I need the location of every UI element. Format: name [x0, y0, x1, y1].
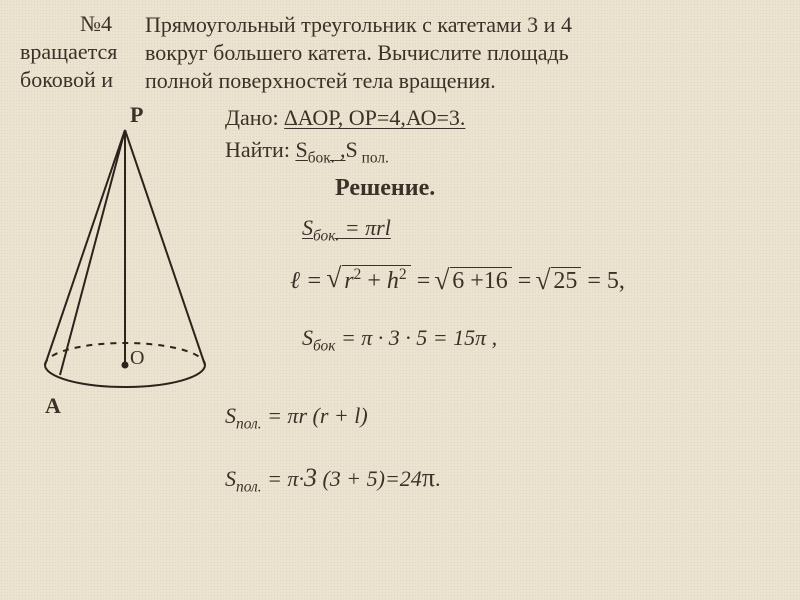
cone-left-edge: [45, 130, 125, 365]
slant-rad3: 25: [551, 267, 581, 295]
find-s1: Sбок.: [295, 137, 340, 162]
slant-h: h: [387, 268, 399, 294]
find-s1-sub: бок.: [308, 149, 335, 166]
spolg-S: S: [225, 403, 236, 428]
slant-tail: = 5,: [587, 268, 625, 294]
spolg-rhs: = πr (r + l): [262, 403, 368, 428]
formula-sbok-general: Sбок. = πrl: [302, 215, 391, 245]
sbokv-S: S: [302, 325, 313, 350]
label-o: О: [130, 347, 144, 370]
problem-text-line2: вокруг большего катета. Вычислите площад…: [145, 39, 705, 67]
spolv-b: (3 + 5): [317, 466, 385, 491]
given-line: Дано: ∆АОР, ОР=4,АО=3.: [225, 105, 465, 131]
find-line: Найти: Sбок. ,S пол.: [225, 137, 389, 167]
spolv-dot: .: [435, 466, 441, 491]
spolv-sub: пол.: [236, 478, 262, 495]
problem-number: №4: [80, 11, 112, 37]
slant-lhs: ℓ =: [290, 268, 328, 294]
spolv-3: 3: [304, 463, 317, 492]
sbokv-sub: бок: [313, 337, 335, 354]
sbok-g-S: S: [302, 215, 313, 240]
label-p: Р: [130, 102, 143, 128]
slant-r: r: [344, 268, 353, 294]
sbok-g-rhs: = πrl: [339, 215, 391, 240]
spolv-c: =24: [385, 466, 422, 491]
solution-label: Решение.: [335, 175, 435, 202]
spolv-S: S: [225, 466, 236, 491]
problem-left-line3: боковой и: [20, 67, 113, 93]
sqrt-3: 25: [537, 267, 581, 295]
spolg-sub: пол.: [236, 415, 262, 432]
problem-text-line3: полной поверхностей тела вращения.: [145, 67, 705, 95]
formula-spol-general: Sпол. = πr (r + l): [225, 403, 368, 433]
sqrt-2: 6 +16: [436, 267, 512, 295]
cone-slant-to-a: [60, 130, 125, 375]
find-s2-prefix: S: [346, 137, 358, 162]
sbokv-rhs: = π · 3 · 5 = 15π ,: [335, 325, 497, 350]
sbok-g-sub: бок.: [313, 227, 339, 244]
cone-right-edge: [125, 130, 205, 365]
formula-slant: ℓ = r2 + h2 = 6 +16 = 25 = 5,: [290, 265, 625, 295]
problem-left-line2: вращается: [20, 39, 117, 65]
cone-diagram: [20, 115, 230, 405]
given-content: ∆АОР, ОР=4,АО=3.: [284, 105, 465, 130]
find-s1-prefix: S: [295, 137, 307, 162]
formula-sbok-value: Sбок = π · 3 · 5 = 15π ,: [302, 325, 497, 355]
label-a: А: [45, 393, 61, 419]
sqrt-1: r2 + h2: [328, 265, 410, 295]
find-s2-sub: пол.: [358, 149, 389, 166]
spolv-a: = π·: [262, 466, 304, 491]
problem-text-line1: Прямоугольный треугольник с катетами 3 и…: [145, 11, 705, 39]
find-label: Найти:: [225, 137, 290, 162]
given-label: Дано:: [225, 105, 284, 130]
cone-center-dot: [123, 363, 128, 368]
spolv-pi: π: [422, 463, 435, 492]
slant-rad2: 6 +16: [450, 267, 512, 295]
formula-spol-value: Sпол. = π·3 (3 + 5)=24π.: [225, 463, 440, 496]
